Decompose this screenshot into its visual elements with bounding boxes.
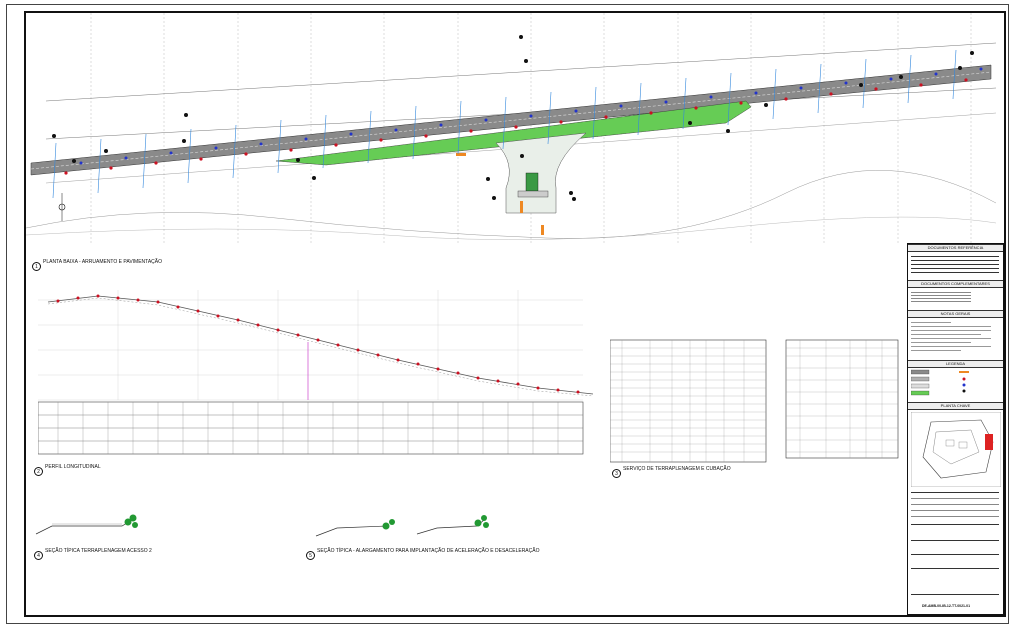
legend-swatches [911, 369, 969, 396]
note-line [911, 346, 991, 347]
sheet-inner-frame [24, 11, 1006, 617]
general-notes-header: NOTAS GERAIS [908, 310, 1003, 318]
ref-line [911, 272, 999, 273]
ref-line [911, 256, 999, 257]
typical-section-a [35, 514, 138, 535]
drawing-number: DE-AMB-00-IB-12-TT-0021-01 [922, 604, 971, 608]
note-line [911, 330, 991, 331]
rev-line [911, 510, 999, 511]
note-line [911, 342, 971, 343]
note-line [911, 334, 981, 335]
comp-line [911, 298, 971, 299]
note-line [911, 326, 991, 327]
info-line [911, 568, 999, 569]
comp-line [911, 292, 971, 293]
title-block: DOCUMENTOS REFERÊNCIA DOCUMENTOS COMPLEM… [907, 243, 1004, 615]
longitudinal-profile-drawing [38, 290, 594, 455]
plan-view-number: 1 [32, 262, 41, 271]
plan-view-title: PLANTA BAIXA - ARRUAMENTO E PAVIMENTAÇÃO [43, 259, 163, 265]
ref-line [911, 268, 999, 269]
profile-view-title: PERFIL LONGITUDINAL [45, 464, 101, 470]
info-line [911, 540, 999, 541]
section-b-title: SEÇÃO TÍPICA - ALARGAMENTO PARA IMPLANTA… [317, 548, 540, 554]
reference-docs-header: DOCUMENTOS REFERÊNCIA [908, 244, 1003, 252]
note-line [911, 338, 991, 339]
profile-view-number: 2 [34, 467, 43, 476]
sheet-outer-frame [6, 4, 1009, 624]
info-line [911, 554, 999, 555]
rev-line [911, 504, 999, 505]
key-plan-header: PLANTA CHAVE [908, 402, 1003, 410]
info-line [911, 594, 999, 595]
typical-section-b [315, 515, 489, 537]
legend-header: LEGENDA [908, 360, 1003, 368]
complementary-docs-header: DOCUMENTOS COMPLEMENTARES [908, 280, 1003, 288]
ref-line [911, 260, 999, 261]
plan-view-drawing [26, 13, 997, 243]
rev-line [911, 516, 999, 517]
rev-line [911, 498, 999, 499]
rev-line [911, 524, 999, 525]
note-line [911, 322, 951, 323]
comp-line [911, 301, 971, 302]
earthwork-tables [610, 339, 899, 463]
note-line [911, 350, 961, 351]
section-a-title: SEÇÃO TÍPICA TERRAPLENAGEM ACESSO 2 [45, 548, 152, 554]
earthwork-view-number: 3 [612, 469, 621, 478]
earthwork-view-title: SERVIÇO DE TERRAPLENAGEM E CUBAÇÃO [623, 466, 731, 472]
key-plan-map [911, 412, 1001, 487]
ref-line [911, 264, 999, 265]
section-b-number: 5 [306, 551, 315, 560]
rev-line [911, 492, 999, 493]
section-a-number: 4 [34, 551, 43, 560]
comp-line [911, 295, 971, 296]
